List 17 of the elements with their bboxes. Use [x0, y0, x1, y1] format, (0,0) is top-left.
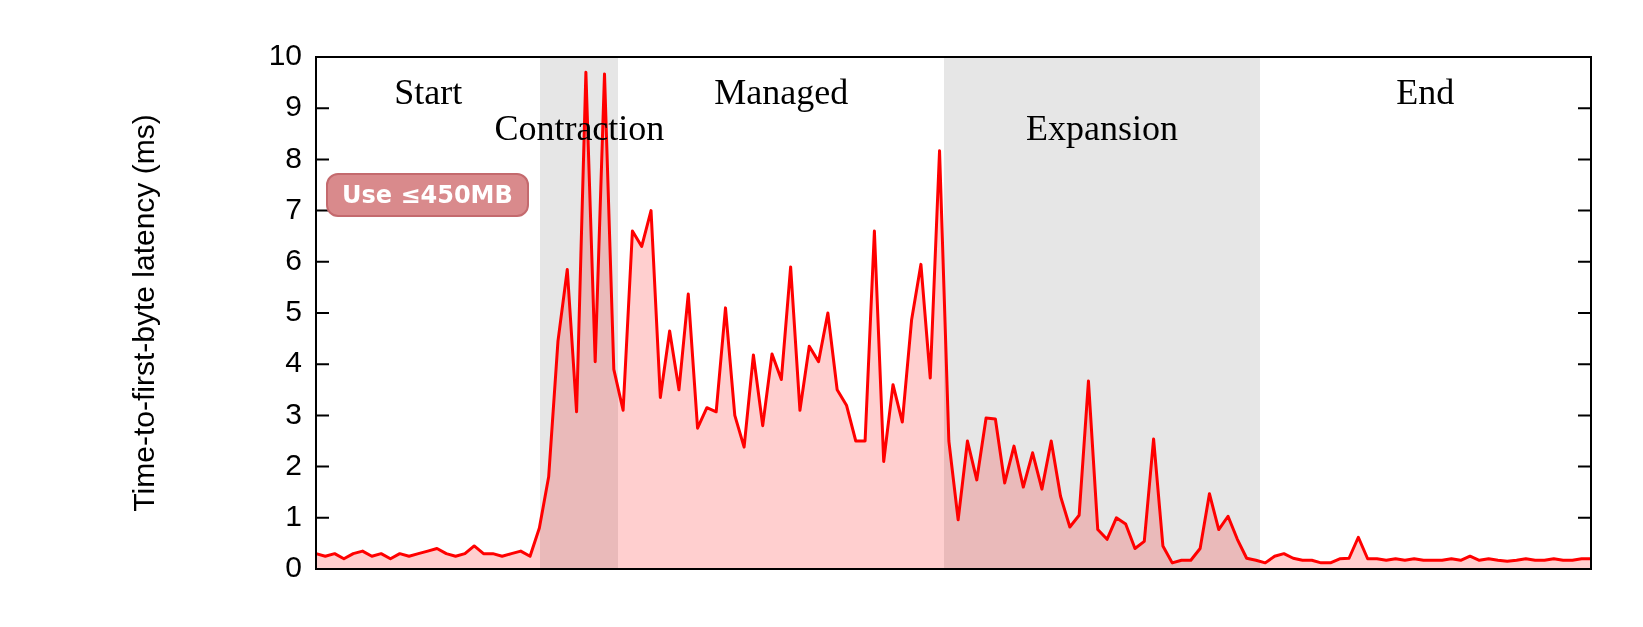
y-tick-label: 9 [285, 89, 302, 123]
annotation: End [1396, 72, 1455, 113]
y-tick-label: 6 [285, 243, 302, 277]
y-tick-label: 3 [285, 396, 302, 430]
y-tick-label: 4 [285, 345, 302, 379]
y-tick-label: 8 [285, 140, 302, 174]
y-tick-label: 5 [285, 294, 302, 328]
y-tick-label: 0 [285, 550, 302, 584]
annotation: Use ≤450MB [326, 173, 529, 217]
annotation: Start [394, 72, 463, 113]
y-tick-label: 7 [285, 191, 302, 225]
annotation: Expansion [1025, 108, 1178, 149]
y-tick-label: 2 [285, 447, 302, 481]
y-axis-title: Time-to-first-byte latency (ms) [127, 114, 161, 512]
y-tick-label: 10 [268, 38, 302, 72]
annotation: Managed [714, 72, 849, 113]
y-tick-label: 1 [285, 499, 302, 533]
